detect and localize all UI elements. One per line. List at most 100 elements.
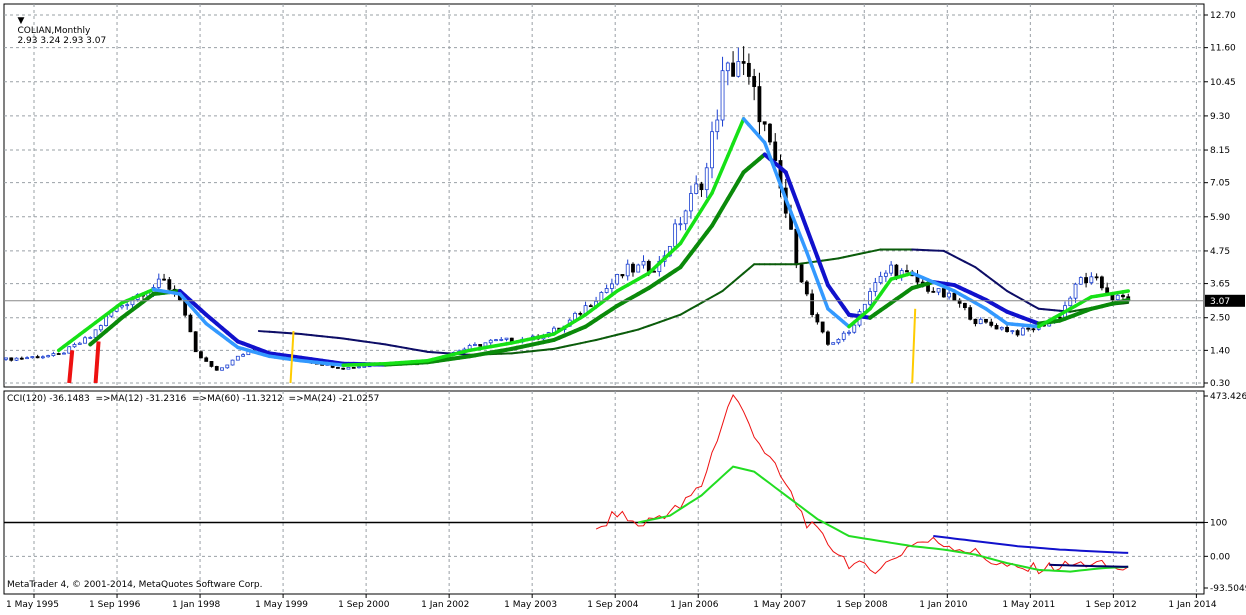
candle-body [1121, 295, 1124, 296]
time-tick-label: 1 May 1995 [6, 600, 59, 610]
candle-body [236, 356, 239, 360]
candle-body [358, 367, 361, 368]
price-tick-label: 11.60 [1210, 44, 1236, 54]
candle-body [621, 274, 624, 275]
candle-body [210, 361, 213, 366]
price-tick-label: 8.15 [1210, 146, 1230, 156]
candle-body [1021, 328, 1024, 335]
time-tick-label: 1 Jan 1998 [172, 600, 220, 610]
candle-body [494, 340, 497, 341]
candle-body [705, 168, 708, 190]
candle-body [479, 344, 482, 346]
price-tick-label: 3.65 [1210, 280, 1230, 290]
candle-body [1079, 278, 1082, 285]
candle-body [984, 319, 987, 322]
candle-body [347, 367, 350, 369]
candle-body [684, 211, 687, 224]
candle-body [89, 337, 92, 338]
price-tick-label: 12.70 [1210, 11, 1236, 21]
candle-body [695, 184, 698, 194]
candle-body [94, 330, 97, 338]
time-tick-label: 1 Sep 2000 [338, 600, 390, 610]
candle-body [242, 355, 245, 357]
candle-body [1011, 331, 1014, 332]
ma-fast-segment [1123, 291, 1128, 292]
candle-body [215, 366, 218, 370]
candle-body [20, 358, 23, 359]
candle-body [869, 291, 872, 304]
candle-body [826, 332, 829, 344]
time-tick-label: 1 May 2003 [504, 600, 557, 610]
candle-body [837, 339, 840, 342]
candle-body [874, 283, 877, 292]
candle-body [647, 261, 650, 271]
price-tick-label: 4.75 [1210, 247, 1230, 257]
candle-body [163, 279, 166, 280]
candle-body [1100, 277, 1103, 288]
candle-body [758, 87, 761, 122]
candle-body [57, 354, 60, 355]
time-tick-label: 1 Sep 2004 [587, 600, 639, 610]
time-tick-label: 1 Sep 2008 [836, 600, 888, 610]
candle-body [610, 284, 613, 289]
candle-body [194, 332, 197, 352]
candle-body [205, 358, 208, 362]
chart-dropdown-icon[interactable]: ▼ [17, 16, 24, 26]
candle-body [47, 356, 50, 357]
candle-body [78, 343, 81, 344]
candle-body [168, 280, 171, 290]
candle-body [821, 322, 824, 332]
candle-body [62, 353, 65, 354]
candle-body [505, 338, 508, 339]
indicator-tick-label: 473.4263 [1210, 392, 1246, 402]
price-tick-label: 2.50 [1210, 314, 1230, 324]
candle-body [805, 282, 808, 294]
candle-body [890, 265, 893, 273]
candle-body [226, 365, 229, 368]
price-tick-label: 0.30 [1210, 379, 1230, 389]
candle-body [199, 352, 202, 358]
candle-body [942, 289, 945, 297]
candle-body [747, 63, 750, 76]
candle-body [800, 265, 803, 282]
candle-body [832, 343, 835, 345]
candle-body [5, 358, 8, 359]
candle-body [753, 76, 756, 86]
candle-body [157, 279, 160, 287]
candle-body [500, 339, 503, 340]
candle-body [1006, 327, 1009, 331]
price-tick-label: 7.05 [1210, 179, 1230, 189]
candle-body [774, 142, 777, 161]
candle-body [847, 332, 850, 333]
candle-body [969, 308, 972, 320]
candle-body [700, 184, 703, 190]
candle-body [1090, 277, 1093, 283]
candle-body [1000, 327, 1003, 329]
candle-body [884, 273, 887, 276]
candle-body [73, 344, 76, 346]
price-tick-label: 5.90 [1210, 213, 1230, 223]
candle-body [15, 358, 18, 360]
candle-body [732, 63, 735, 76]
candle-body [853, 325, 856, 332]
indicator-tick-label: 0.00 [1210, 552, 1230, 562]
current-price-label: 3.07 [1210, 297, 1230, 307]
candle-body [742, 61, 745, 63]
candle-body [1116, 295, 1119, 299]
candle-body [1016, 331, 1019, 335]
time-tick-label: 1 Sep 1996 [89, 600, 141, 610]
candle-body [10, 358, 13, 360]
candle-body [795, 229, 798, 265]
candle-body [589, 306, 592, 307]
candle-body [974, 319, 977, 323]
candle-body [84, 338, 87, 343]
candle-body [352, 367, 355, 368]
candle-body [99, 326, 102, 330]
indicator-tick-label: -93.5049 [1210, 584, 1246, 594]
candle-body [811, 294, 814, 315]
candle-body [895, 265, 898, 276]
candle-body [990, 322, 993, 325]
candle-body [616, 274, 619, 283]
